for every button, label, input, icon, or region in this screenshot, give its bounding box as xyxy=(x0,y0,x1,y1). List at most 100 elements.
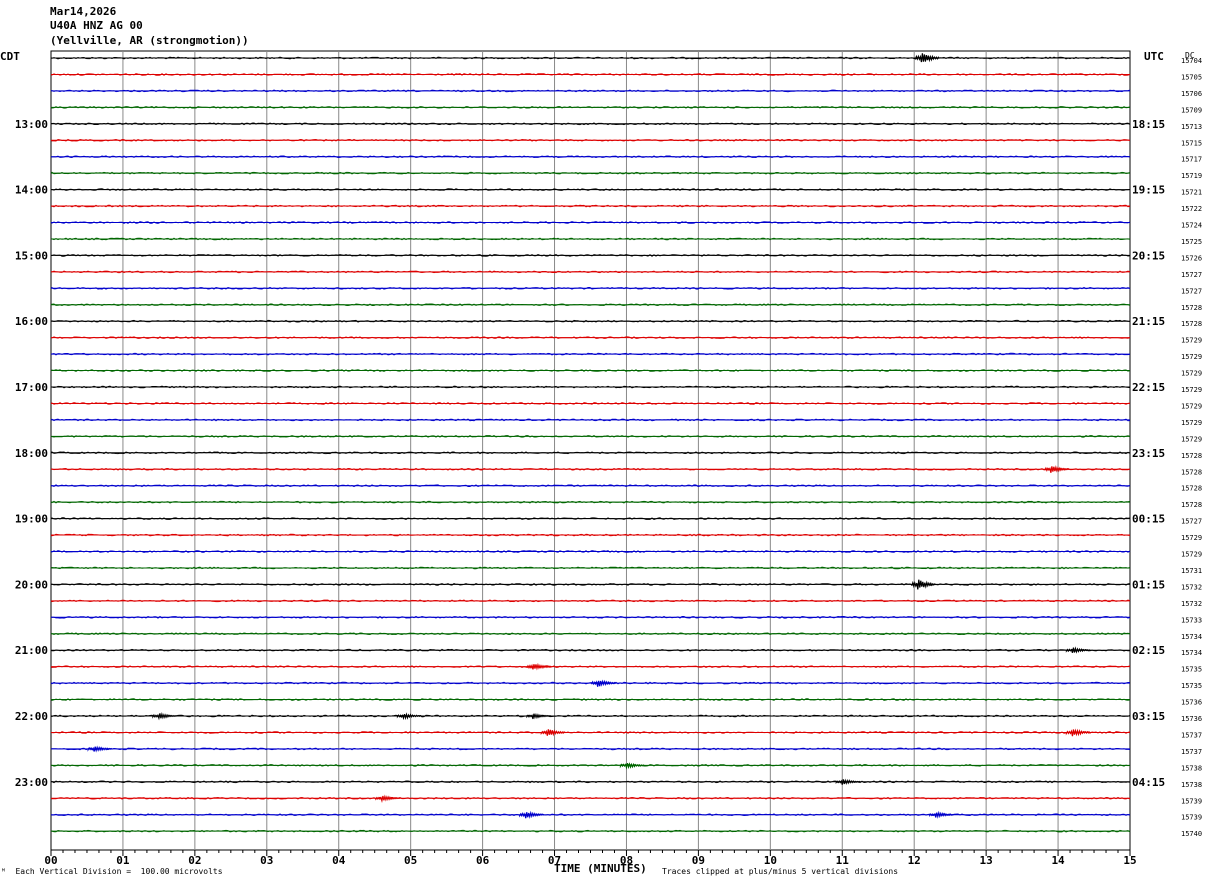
x-tick-label: 00 xyxy=(44,854,57,867)
seismic-event xyxy=(619,762,645,770)
cdt-hour-label: 16:00 xyxy=(15,315,48,328)
dc-value: 15726 xyxy=(1181,254,1202,262)
dc-value: 15715 xyxy=(1181,139,1202,147)
x-tick-label: 04 xyxy=(332,854,346,867)
x-tick-label: 14 xyxy=(1051,854,1065,867)
dc-value: 15735 xyxy=(1181,682,1202,690)
utc-hour-label: 18:15 xyxy=(1132,118,1165,131)
x-tick-label: 09 xyxy=(692,854,705,867)
seismic-event xyxy=(375,794,401,803)
utc-hour-label: 04:15 xyxy=(1132,776,1165,789)
dc-value: 15706 xyxy=(1181,90,1202,98)
utc-label: UTC xyxy=(1144,50,1164,63)
cdt-hour-label: 19:00 xyxy=(15,513,48,526)
dc-value: 15729 xyxy=(1181,337,1202,345)
dc-value: 15733 xyxy=(1181,616,1202,624)
cdt-hour-label: 21:00 xyxy=(15,644,48,657)
x-tick-label: 07 xyxy=(548,854,561,867)
seismic-event xyxy=(1044,465,1070,473)
dc-value: 15728 xyxy=(1181,485,1202,493)
cdt-hour-label: 23:00 xyxy=(15,776,48,789)
seismic-event xyxy=(87,745,113,753)
dc-value: 15728 xyxy=(1181,501,1202,509)
dc-value: 15739 xyxy=(1181,797,1202,805)
seismic-event xyxy=(929,810,955,819)
scale-note-text: Each Vertical Division = 100.00 microvol… xyxy=(15,867,223,876)
station-label: U40A HNZ AG 00 xyxy=(50,19,143,32)
dc-value: 15717 xyxy=(1181,156,1202,164)
x-tick-label: 10 xyxy=(764,854,777,867)
dc-value: 15729 xyxy=(1181,551,1202,559)
utc-hour-label: 01:15 xyxy=(1132,578,1165,591)
dc-value: 15728 xyxy=(1181,452,1202,460)
seismic-event xyxy=(1065,728,1091,737)
dc-value: 15735 xyxy=(1181,666,1202,674)
x-tick-label: 12 xyxy=(908,854,921,867)
dc-value: 15721 xyxy=(1181,189,1202,197)
clip-note: Traces clipped at plus/minus 5 vertical … xyxy=(662,867,899,876)
cdt-hour-label: 14:00 xyxy=(15,184,48,197)
x-tick-label: 06 xyxy=(476,854,490,867)
dc-value: 15736 xyxy=(1181,715,1202,723)
scale-note: ᴹ Each Vertical Division = 100.00 microv… xyxy=(1,867,223,876)
dc-value: 15728 xyxy=(1181,468,1202,476)
dc-value: 15719 xyxy=(1181,172,1202,180)
dc-value: 15729 xyxy=(1181,370,1202,378)
x-tick-label: 03 xyxy=(260,854,273,867)
dc-value: 15740 xyxy=(1181,830,1202,838)
utc-hour-label: 20:15 xyxy=(1132,249,1165,262)
cdt-hour-label: 20:00 xyxy=(15,578,48,591)
seismic-event xyxy=(911,579,937,590)
dc-value: 15731 xyxy=(1181,567,1202,575)
dc-value: 15727 xyxy=(1181,518,1202,526)
utc-hour-label: 02:15 xyxy=(1132,644,1165,657)
dc-value: 15729 xyxy=(1181,402,1202,410)
seismic-event xyxy=(526,712,552,720)
dc-value: 15728 xyxy=(1181,304,1202,312)
dc-value: 15709 xyxy=(1181,106,1202,114)
x-tick-label: 13 xyxy=(980,854,993,867)
seismic-event xyxy=(396,712,422,721)
date-label: Mar14,2026 xyxy=(50,5,117,18)
dc-value: 15734 xyxy=(1181,633,1202,641)
x-tick-label: 02 xyxy=(188,854,201,867)
dc-label: DC xyxy=(1185,51,1195,60)
utc-hour-label: 23:15 xyxy=(1132,447,1165,460)
dc-value: 15729 xyxy=(1181,386,1202,394)
dc-value: 15705 xyxy=(1181,73,1202,81)
x-axis-title: TIME (MINUTES) xyxy=(554,862,647,875)
dc-value: 15732 xyxy=(1181,600,1202,608)
dc-value: 15722 xyxy=(1181,205,1202,213)
seismic-event xyxy=(526,662,552,671)
dc-value: 15729 xyxy=(1181,534,1202,542)
cdt-hour-label: 18:00 xyxy=(15,447,48,460)
x-tick-label: 11 xyxy=(836,854,850,867)
seismic-event xyxy=(519,810,545,820)
dc-value: 15732 xyxy=(1181,583,1202,591)
dc-value: 15729 xyxy=(1181,419,1202,427)
cdt-label: CDT xyxy=(0,50,20,63)
dc-value: 15737 xyxy=(1181,748,1202,756)
seismic-event xyxy=(914,53,940,63)
dc-value: 15729 xyxy=(1181,435,1202,443)
dc-value: 15727 xyxy=(1181,271,1202,279)
dc-value: 15738 xyxy=(1181,781,1202,789)
utc-hour-label: 21:15 xyxy=(1132,315,1165,328)
plot-frame xyxy=(50,50,1131,851)
dc-value: 15713 xyxy=(1181,123,1202,131)
seismic-event xyxy=(540,729,566,737)
location-label: (Yellville, AR (strongmotion)) xyxy=(50,34,249,47)
dc-value: 15736 xyxy=(1181,699,1202,707)
seismic-event xyxy=(591,679,617,687)
dc-value: 15738 xyxy=(1181,764,1202,772)
utc-hour-label: 00:15 xyxy=(1132,513,1165,526)
dc-value: 15724 xyxy=(1181,222,1202,230)
cdt-hour-label: 22:00 xyxy=(15,710,48,723)
cdt-hour-label: 15:00 xyxy=(15,249,48,262)
seismic-event xyxy=(152,711,178,721)
x-tick-label: 08 xyxy=(620,854,633,867)
dc-value: 15737 xyxy=(1181,731,1202,739)
dc-value: 15727 xyxy=(1181,287,1202,295)
x-tick-label: 01 xyxy=(116,854,130,867)
